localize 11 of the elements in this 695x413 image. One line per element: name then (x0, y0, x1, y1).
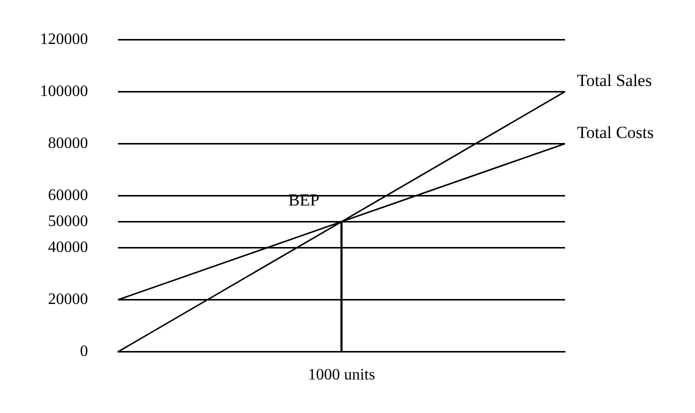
y-tick-label: 0 (80, 343, 88, 360)
series-label: Total Sales (577, 71, 652, 90)
x-tick-label: 1000 units (308, 366, 376, 384)
y-tick-label: 20000 (48, 290, 88, 308)
y-tick-label: 80000 (48, 134, 88, 152)
series-label: Total Costs (577, 123, 654, 142)
y-tick-label: 40000 (48, 238, 88, 256)
y-tick-label: 50000 (48, 212, 88, 230)
y-tick-label: 120000 (40, 30, 88, 48)
y-tick-label: 100000 (40, 82, 88, 100)
y-tick-label: 60000 (48, 186, 88, 204)
